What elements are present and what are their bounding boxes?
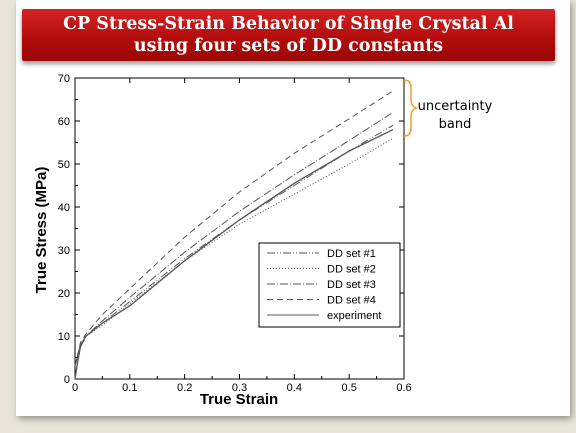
- y-tick-label: 50: [58, 159, 70, 171]
- annotation-label-line2: band: [439, 117, 472, 132]
- slide-title: CP Stress-Strain Behavior of Single Crys…: [63, 14, 514, 56]
- uncertainty-brace: [403, 79, 419, 137]
- title-banner: CP Stress-Strain Behavior of Single Crys…: [22, 9, 555, 61]
- x-tick-label: 0.5: [342, 382, 357, 394]
- legend-label: experiment: [327, 310, 381, 322]
- x-axis-label: True Strain: [200, 391, 278, 408]
- chart-axes: [74, 77, 405, 380]
- y-tick-label: 70: [58, 73, 70, 85]
- series-line-experiment: [74, 129, 394, 380]
- y-tick-label: 40: [58, 202, 70, 214]
- x-tick-label: 0.2: [177, 382, 192, 394]
- chart-annotation: uncertainty band: [403, 79, 493, 137]
- slide: [16, 0, 570, 416]
- series-line-dd-set-3: [74, 111, 394, 367]
- plot-frame: [74, 77, 405, 380]
- legend-label: DD set #2: [327, 264, 376, 276]
- y-tick-label: 20: [58, 288, 70, 300]
- y-tick-label: 60: [58, 116, 70, 128]
- legend-box: [258, 242, 401, 328]
- x-tick-label: 0.4: [287, 382, 302, 394]
- annotation-label: uncertainty: [418, 99, 493, 114]
- y-tick-label: 30: [58, 245, 70, 257]
- x-tick-label: 0.3: [232, 382, 247, 394]
- x-tick-label: 0.1: [122, 382, 137, 394]
- legend-label: DD set #1: [327, 248, 376, 260]
- legend-label: DD set #4: [327, 295, 376, 307]
- series-line-dd-set-4: [74, 90, 394, 367]
- y-tick-label: 10: [58, 331, 70, 343]
- chart-series: [74, 90, 394, 380]
- y-tick-label: 0: [64, 374, 70, 386]
- chart-legend: DD set #1 DD set #2 DD set #3 DD set #4 expe…: [258, 242, 401, 328]
- chart-ticks: 0 0.1 0.2 0.3 0.4 0.5 0.6 0 10 20 30 40 50 60 70: [58, 73, 412, 394]
- series-line-dd-set-1: [74, 124, 394, 367]
- y-axis-label: True Stress (MPa): [33, 167, 50, 294]
- x-tick-label: 0.6: [396, 382, 411, 394]
- legend-label: DD set #3: [327, 279, 376, 291]
- x-tick-label: 0: [72, 382, 78, 394]
